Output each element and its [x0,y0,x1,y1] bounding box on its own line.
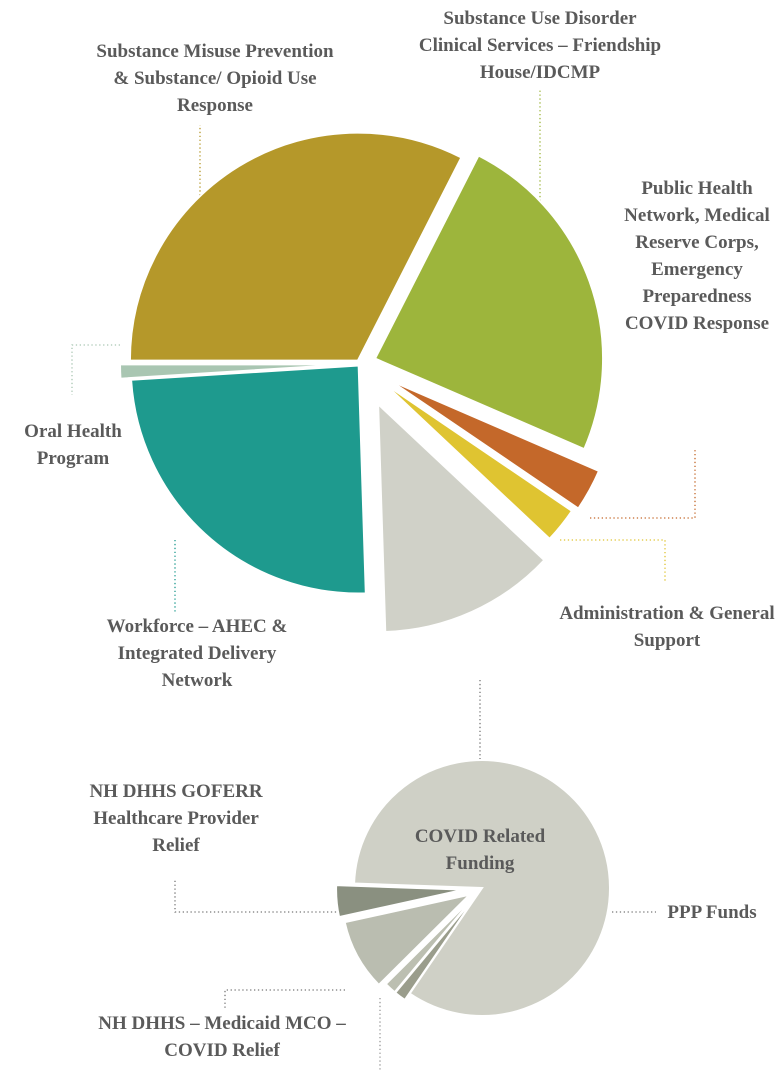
pie-title: COVID Related Funding [414,826,546,874]
slice-label: Administration & General Support [559,603,775,651]
leader-line [224,989,345,1008]
leader-line [590,450,696,519]
pie-slice [373,154,604,451]
pie-slice [384,893,478,994]
slice-label: NH DHHS GOFERR Healthcare Provider Relie… [89,781,263,856]
slice-label: Public Health Network, Medical Reserve C… [624,178,770,334]
slice-label: NH DHHS – Medicaid MCO – COVID Relief [98,1013,346,1061]
pie-slice [128,131,463,362]
slice-label: PPP Funds [667,902,757,923]
pie-slice [130,364,367,595]
pie-slice [389,379,601,510]
pie-slice [382,381,574,541]
slice-label: Substance Misuse Prevention & Substance/… [96,41,334,116]
pie-slice [335,884,465,919]
pie-slice [353,759,611,1017]
leader-lines [71,90,696,1070]
slice-label: Workforce – AHEC & Integrated Delivery N… [106,616,288,691]
slice-label: Substance Use Disorder Clinical Services… [418,8,662,83]
leader-line [560,539,666,582]
leader-line [71,344,120,395]
pie-slice [119,363,349,380]
pie-slice [377,401,546,634]
slice-label: Oral Health Program [24,421,122,469]
leader-line [174,880,340,913]
pie-slice [343,892,473,987]
